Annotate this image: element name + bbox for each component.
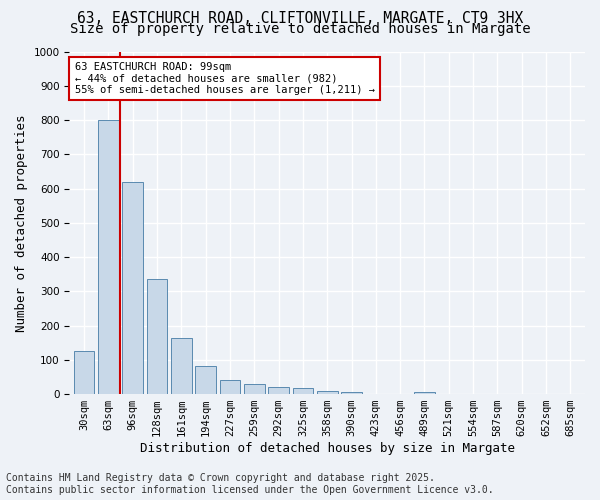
Bar bbox=[293, 388, 313, 394]
Bar bbox=[317, 392, 338, 394]
Text: Size of property relative to detached houses in Margate: Size of property relative to detached ho… bbox=[70, 22, 530, 36]
Bar bbox=[74, 352, 94, 394]
Bar bbox=[268, 386, 289, 394]
Text: 63, EASTCHURCH ROAD, CLIFTONVILLE, MARGATE, CT9 3HX: 63, EASTCHURCH ROAD, CLIFTONVILLE, MARGA… bbox=[77, 11, 523, 26]
Y-axis label: Number of detached properties: Number of detached properties bbox=[15, 114, 28, 332]
Bar bbox=[414, 392, 435, 394]
Bar bbox=[146, 280, 167, 394]
X-axis label: Distribution of detached houses by size in Margate: Distribution of detached houses by size … bbox=[140, 442, 515, 455]
Text: Contains HM Land Registry data © Crown copyright and database right 2025.
Contai: Contains HM Land Registry data © Crown c… bbox=[6, 474, 494, 495]
Bar bbox=[98, 120, 119, 394]
Bar bbox=[171, 338, 191, 394]
Bar bbox=[195, 366, 216, 394]
Bar bbox=[220, 380, 240, 394]
Bar bbox=[244, 384, 265, 394]
Bar bbox=[122, 182, 143, 394]
Bar bbox=[341, 392, 362, 394]
Text: 63 EASTCHURCH ROAD: 99sqm
← 44% of detached houses are smaller (982)
55% of semi: 63 EASTCHURCH ROAD: 99sqm ← 44% of detac… bbox=[74, 62, 374, 95]
